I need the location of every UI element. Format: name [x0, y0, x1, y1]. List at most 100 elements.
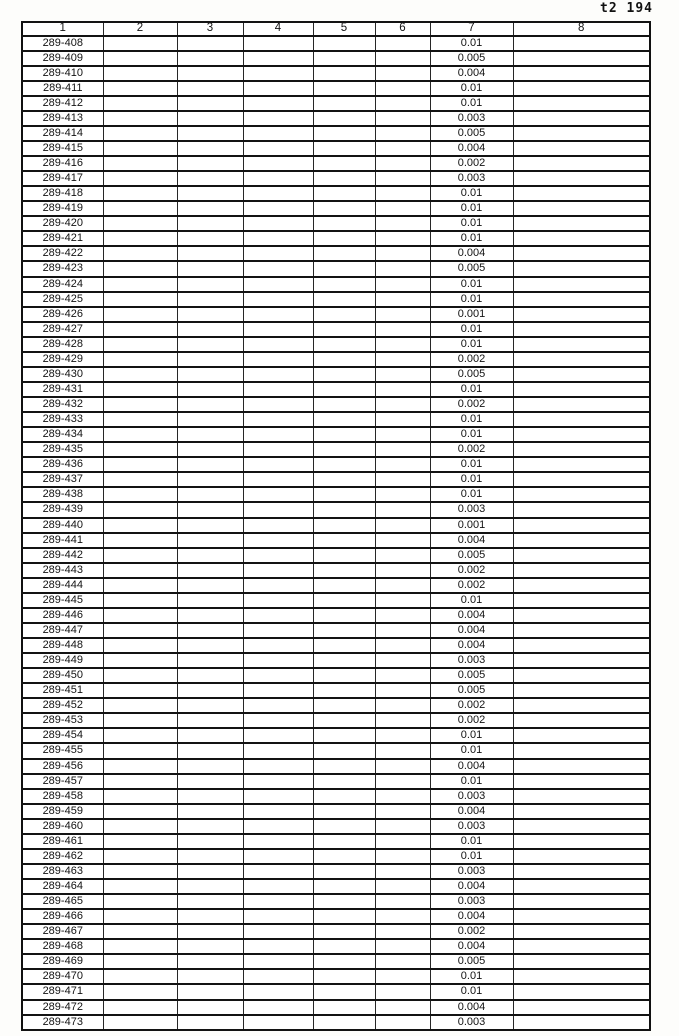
row-id-cell: 289-440 [21, 516, 104, 534]
row-id-cell: 289-412 [21, 94, 104, 112]
empty-cell [312, 983, 376, 1001]
empty-cell [512, 79, 651, 97]
row-id-cell: 289-420 [21, 215, 104, 233]
empty-cell [102, 561, 178, 579]
empty-cell [242, 200, 314, 218]
empty-cell [312, 621, 376, 640]
empty-cell [176, 139, 244, 158]
value-cell: 0.004 [429, 606, 514, 624]
value-cell: 0.002 [429, 561, 514, 579]
value-cell: 0.005 [429, 260, 514, 278]
value-cell: 0.01 [429, 727, 514, 745]
empty-cell [242, 998, 314, 1016]
empty-cell [312, 998, 376, 1016]
empty-cell [176, 305, 244, 323]
table-row: 289-433 0.01 [21, 411, 651, 429]
empty-cell [312, 94, 376, 112]
empty-cell [242, 516, 314, 534]
empty-cell [312, 546, 376, 564]
empty-cell [512, 697, 651, 715]
empty-cell [512, 49, 651, 67]
empty-cell [102, 305, 178, 323]
empty-cell [512, 968, 651, 986]
empty-cell [312, 772, 376, 790]
empty-cell [176, 757, 244, 775]
empty-cell [242, 727, 314, 745]
empty-cell [374, 34, 431, 52]
empty-cell [512, 1013, 651, 1032]
empty-cell [176, 621, 244, 640]
table-row: 289-443 0.002 [21, 561, 651, 579]
empty-cell [242, 109, 314, 127]
value-cell: 0.005 [429, 953, 514, 971]
row-id-cell: 289-451 [21, 682, 104, 700]
value-cell: 0.004 [429, 998, 514, 1016]
empty-cell [512, 350, 651, 368]
empty-cell [512, 727, 651, 745]
empty-cell [312, 441, 376, 459]
empty-cell [102, 94, 178, 112]
empty-cell [102, 200, 178, 218]
value-cell: 0.004 [429, 908, 514, 926]
empty-cell [374, 712, 431, 730]
row-id-cell: 289-456 [21, 757, 104, 775]
empty-cell [374, 185, 431, 203]
empty-cell [512, 501, 651, 519]
row-id-cell: 289-441 [21, 531, 104, 549]
table-row: 289-464 0.004 [21, 877, 651, 896]
empty-cell [242, 335, 314, 353]
value-cell: 0.005 [429, 49, 514, 67]
empty-cell [512, 395, 651, 414]
empty-cell [176, 712, 244, 730]
empty-cell [512, 305, 651, 323]
empty-cell [242, 742, 314, 760]
empty-cell [242, 486, 314, 504]
empty-cell [312, 109, 376, 127]
empty-cell [102, 79, 178, 97]
empty-cell [176, 230, 244, 248]
empty-cell [312, 652, 376, 670]
column-header-6: 6 [374, 21, 431, 37]
row-id-cell: 289-461 [21, 832, 104, 850]
empty-cell [176, 847, 244, 865]
empty-cell [374, 877, 431, 896]
empty-cell [242, 411, 314, 429]
empty-cell [374, 260, 431, 278]
empty-cell [512, 923, 651, 941]
empty-cell [176, 1013, 244, 1032]
row-id-cell: 289-459 [21, 802, 104, 820]
row-id-cell: 289-442 [21, 546, 104, 564]
empty-cell [102, 275, 178, 293]
column-header-4: 4 [242, 21, 314, 37]
empty-cell [242, 862, 314, 881]
empty-cell [102, 998, 178, 1016]
empty-cell [176, 185, 244, 203]
table-row: 289-420 0.01 [21, 215, 651, 233]
row-id-cell: 289-432 [21, 395, 104, 414]
empty-cell [102, 652, 178, 670]
row-id-cell: 289-443 [21, 561, 104, 579]
empty-cell [374, 923, 431, 941]
empty-cell [312, 787, 376, 805]
table-row: 289-438 0.01 [21, 486, 651, 504]
row-id-cell: 289-416 [21, 154, 104, 173]
row-id-cell: 289-437 [21, 471, 104, 489]
empty-cell [374, 727, 431, 745]
empty-cell [102, 154, 178, 173]
empty-cell [102, 908, 178, 926]
table-row: 289-456 0.004 [21, 757, 651, 775]
empty-cell [312, 365, 376, 383]
empty-cell [312, 877, 376, 896]
empty-cell [374, 652, 431, 670]
row-id-cell: 289-446 [21, 606, 104, 624]
empty-cell [102, 576, 178, 594]
empty-cell [312, 667, 376, 685]
empty-cell [374, 335, 431, 353]
value-cell: 0.01 [429, 456, 514, 474]
empty-cell [374, 486, 431, 504]
empty-cell [374, 290, 431, 308]
empty-cell [312, 923, 376, 941]
value-cell: 0.002 [429, 395, 514, 414]
empty-cell [176, 275, 244, 293]
